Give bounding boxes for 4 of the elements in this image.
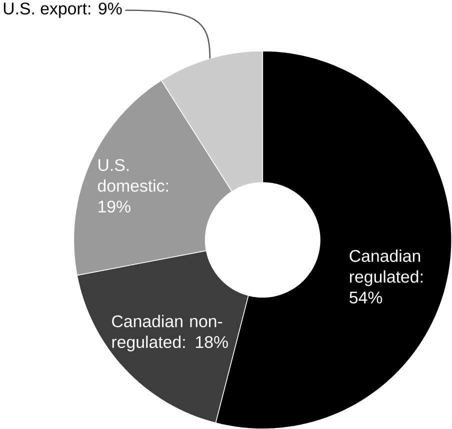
slice-label: U.S. export: 9% — [4, 2, 122, 18]
slice-label: U.S. domestic: 19% — [98, 158, 168, 212]
slice-label: Canadian regulated: 54% — [350, 249, 422, 304]
slice-label: Canadian non-regulated: 18% — [112, 314, 228, 352]
